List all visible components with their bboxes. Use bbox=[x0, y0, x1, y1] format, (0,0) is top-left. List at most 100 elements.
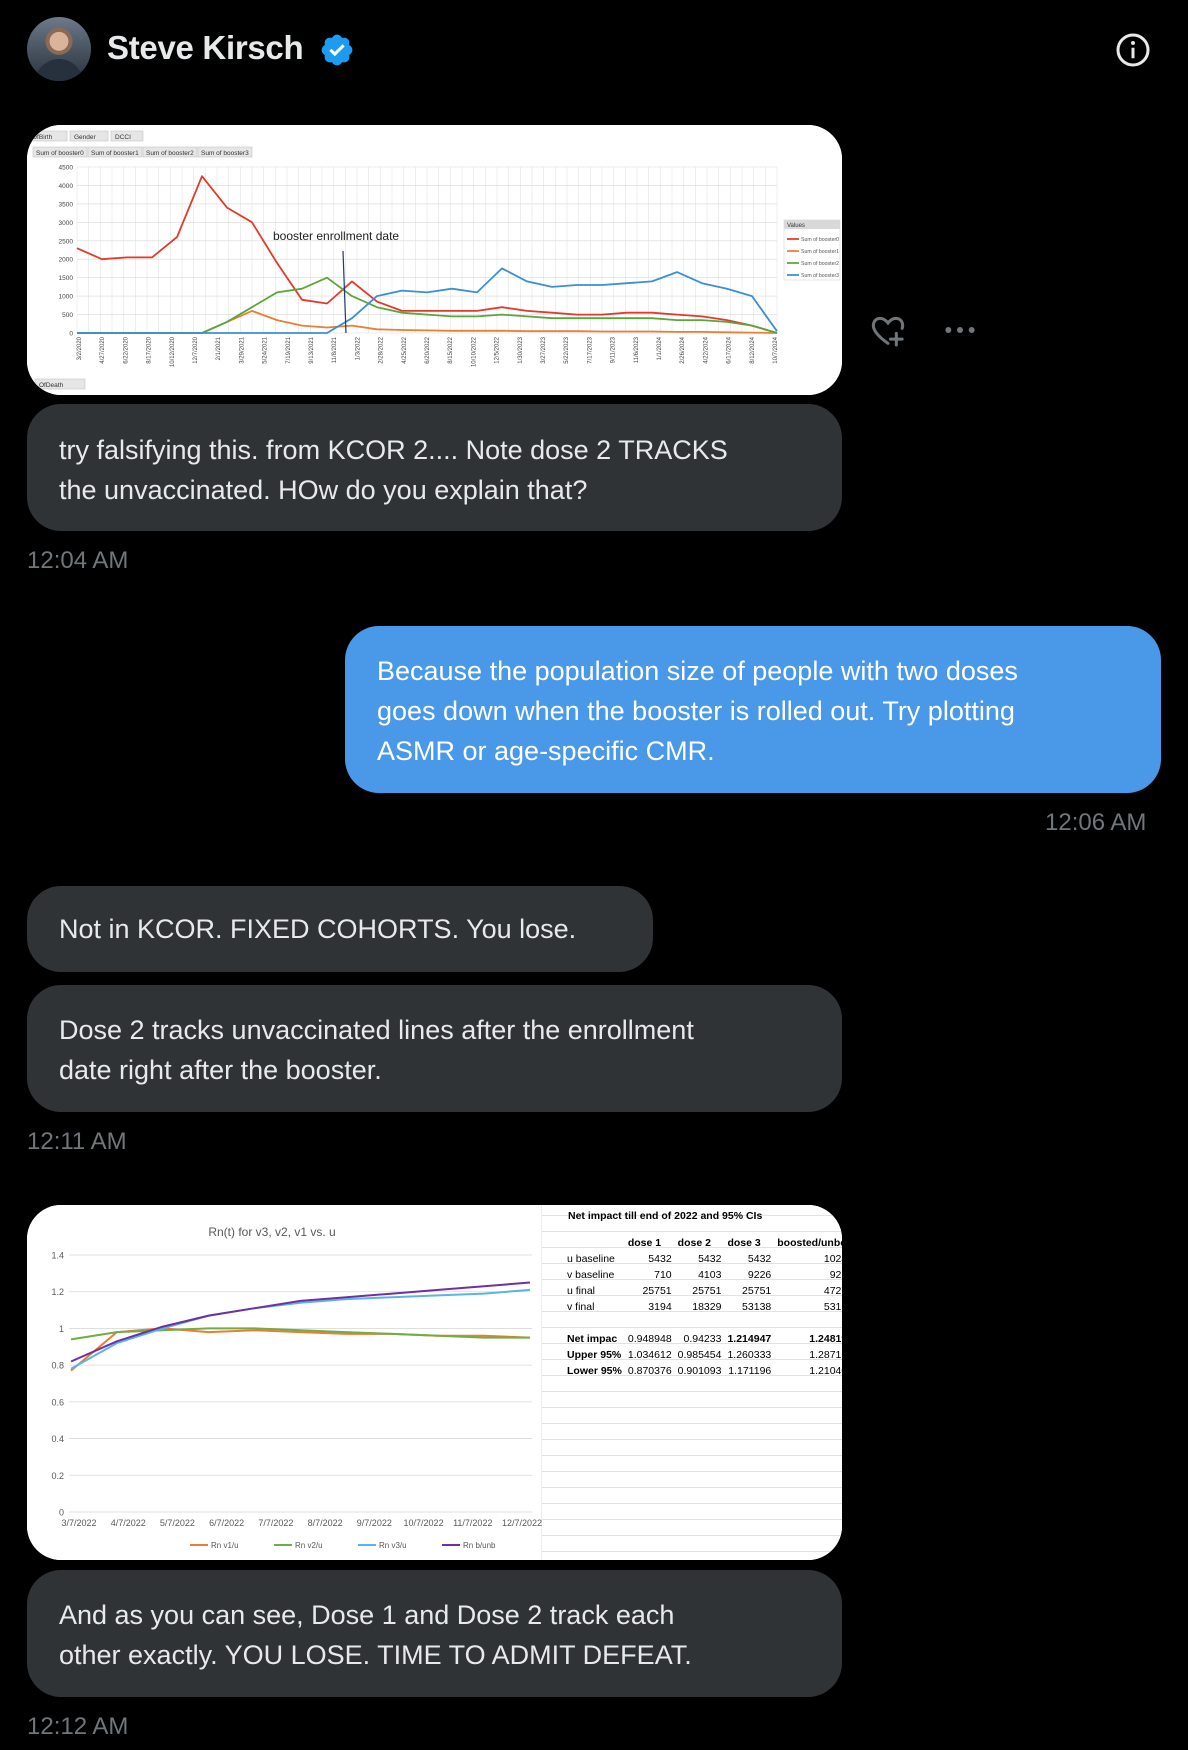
row-label: u final bbox=[567, 1285, 596, 1297]
info-icon[interactable] bbox=[1115, 32, 1151, 68]
table-header-row: dose 1 dose 2 dose 3 boosted/unboo bbox=[564, 1235, 842, 1251]
table-cell: 5432 bbox=[747, 1253, 772, 1265]
table-cell: 53138 bbox=[823, 1301, 842, 1313]
legend-box bbox=[783, 219, 841, 281]
x-tick-label: 6/22/2020 bbox=[123, 336, 129, 363]
x-tick-label: 11/8/2021 bbox=[332, 336, 338, 363]
sheet-heading: Net impact till end of 2022 and 95% CIs bbox=[568, 1210, 763, 1222]
y-tick-label: 1000 bbox=[59, 294, 74, 301]
x-tick-label: 12/7/2022 bbox=[502, 1518, 542, 1528]
table-cell: 0.985454 bbox=[677, 1349, 722, 1361]
message-text-line: And as you can see, Dose 1 and Dose 2 tr… bbox=[59, 1600, 675, 1630]
y-tick-label: 1500 bbox=[59, 275, 74, 282]
filter-label: OfBirth bbox=[32, 134, 53, 141]
y-tick-label: 1.2 bbox=[51, 1287, 64, 1297]
message-timestamp: 12:06 AM bbox=[1045, 809, 1147, 836]
x-tick-label: 10/10/2022 bbox=[471, 336, 477, 367]
message-text-line: ASMR or age-specific CMR. bbox=[377, 736, 715, 766]
x-tick-label: 3/27/2023 bbox=[541, 336, 547, 363]
x-tick-label: 3/2/2020 bbox=[77, 336, 83, 360]
row-label: u baseline bbox=[567, 1253, 615, 1265]
column-header: dose 3 bbox=[727, 1237, 761, 1249]
x-tick-label: 6/17/2024 bbox=[727, 336, 733, 363]
x-tick-label: 2/28/2022 bbox=[379, 336, 385, 363]
series-button-label: Sum of booster2 bbox=[146, 150, 194, 157]
table-cell: 1.034612 bbox=[627, 1349, 672, 1361]
x-tick-label: 5/24/2021 bbox=[263, 336, 269, 363]
legend-label: Rn v2/u bbox=[295, 1541, 323, 1550]
x-tick-label: 5/22/2023 bbox=[564, 336, 570, 363]
chart-title: Rn(t) for v3, v2, v1 vs. u bbox=[208, 1225, 335, 1239]
row-label: v final bbox=[567, 1301, 595, 1313]
message-bubble-incoming[interactable]: Not in KCOR. FIXED COHORTS. You lose. bbox=[27, 886, 653, 972]
image-message-rn-chart[interactable]: Rn(t) for v3, v2, v1 vs. u 0 0.2 0.4 0.6 0.8… bbox=[27, 1205, 842, 1560]
table-cell: 18329 bbox=[692, 1301, 722, 1313]
table-row: v final 3194 18329 53138 53138 bbox=[564, 1299, 842, 1315]
image-message-chart[interactable]: OfBirth Gender DCCI Sum of booster0 Sum … bbox=[27, 125, 842, 395]
x-tick-label: 8/15/2022 bbox=[448, 336, 454, 363]
table-cell: 25751 bbox=[692, 1285, 722, 1297]
y-tick-label: 0.6 bbox=[51, 1397, 64, 1407]
series-line bbox=[70, 1281, 531, 1363]
y-tick-label: 0.4 bbox=[51, 1434, 64, 1444]
table-cell: 3194 bbox=[648, 1301, 672, 1313]
message-bubble-incoming[interactable]: And as you can see, Dose 1 and Dose 2 tr… bbox=[27, 1570, 842, 1697]
message-bubble-incoming[interactable]: Dose 2 tracks unvaccinated lines after t… bbox=[27, 985, 842, 1112]
x-tick-label: 5/7/2022 bbox=[160, 1518, 195, 1528]
series-button-label: Sum of booster1 bbox=[91, 150, 139, 157]
footer-filter-label: OfDeath bbox=[39, 382, 64, 389]
x-tick-label: 10/12/2020 bbox=[170, 336, 176, 367]
x-tick-label: 10/7/2022 bbox=[404, 1518, 444, 1528]
x-tick-label: 1/1/2024 bbox=[657, 336, 663, 360]
x-tick-label: 4/25/2022 bbox=[402, 336, 408, 363]
table-cell: 1.171196 bbox=[728, 1365, 772, 1377]
row-label: v baseline bbox=[567, 1269, 615, 1281]
spreadsheet-panel: Net impact till end of 2022 and 95% CIs … bbox=[542, 1205, 842, 1560]
x-tick-label: 7/19/2021 bbox=[286, 336, 292, 363]
x-tick-label: 6/7/2022 bbox=[209, 1518, 244, 1528]
row-label: Upper 95% bbox=[567, 1349, 622, 1361]
x-tick-label: 8/7/2022 bbox=[308, 1518, 343, 1528]
x-tick-label: 4/7/2022 bbox=[111, 1518, 146, 1528]
message-text-line: date right after the booster. bbox=[59, 1055, 382, 1085]
x-tick-label: 7/17/2023 bbox=[587, 336, 593, 363]
y-tick-label: 0 bbox=[69, 331, 73, 338]
x-tick-label: 3/7/2022 bbox=[61, 1518, 96, 1528]
x-tick-label: 1/3/2022 bbox=[355, 336, 361, 360]
message-timestamp: 12:11 AM bbox=[27, 1128, 127, 1155]
x-tick-label: 11/6/2023 bbox=[634, 336, 640, 363]
row-label: Net impac bbox=[567, 1333, 618, 1345]
more-options-icon[interactable] bbox=[940, 310, 980, 350]
series-line bbox=[77, 267, 778, 334]
filter-label: Gender bbox=[74, 134, 97, 141]
table-cell: 1.248192 bbox=[809, 1333, 842, 1345]
table-row: Net impac 0.948948 0.94233 1.214947 1.24… bbox=[564, 1331, 842, 1347]
series-button-label: Sum of booster0 bbox=[36, 150, 84, 157]
results-table: dose 1 dose 2 dose 3 boosted/unboo u bas… bbox=[564, 1235, 842, 1379]
user-avatar[interactable] bbox=[27, 17, 91, 81]
legend-label: Sum of booster0 bbox=[801, 237, 839, 243]
column-header: dose 1 bbox=[627, 1237, 662, 1249]
table-cell: 53138 bbox=[742, 1301, 772, 1313]
y-tick-label: 3500 bbox=[59, 201, 74, 208]
x-tick-label: 7/7/2022 bbox=[258, 1518, 293, 1528]
message-text-line: goes down when the booster is rolled out… bbox=[377, 696, 1015, 726]
y-tick-label: 2500 bbox=[59, 238, 74, 245]
contact-name[interactable]: Steve Kirsch bbox=[107, 29, 304, 66]
y-tick-label: 1.4 bbox=[51, 1251, 64, 1261]
message-timestamp: 12:12 AM bbox=[27, 1713, 129, 1740]
y-tick-label: 4500 bbox=[59, 165, 74, 172]
y-tick-label: 1 bbox=[59, 1324, 64, 1334]
series-button-label: Sum of booster3 bbox=[201, 150, 249, 157]
x-tick-label: 4/27/2020 bbox=[100, 336, 106, 363]
message-bubble-incoming[interactable]: try falsifying this. from KCOR 2.... Not… bbox=[27, 404, 842, 531]
add-reaction-icon[interactable] bbox=[868, 310, 908, 350]
x-tick-label: 6/20/2022 bbox=[425, 336, 431, 363]
message-bubble-outgoing[interactable]: Because the population size of people wi… bbox=[345, 626, 1161, 793]
x-tick-label: 4/22/2024 bbox=[703, 336, 709, 363]
x-tick-label: 3/29/2021 bbox=[239, 336, 245, 363]
table-cell: 25751 bbox=[742, 1285, 772, 1297]
legend-label: Sum of booster3 bbox=[801, 273, 839, 279]
series-line bbox=[70, 1288, 531, 1370]
x-tick-label: 12/5/2022 bbox=[495, 336, 501, 363]
